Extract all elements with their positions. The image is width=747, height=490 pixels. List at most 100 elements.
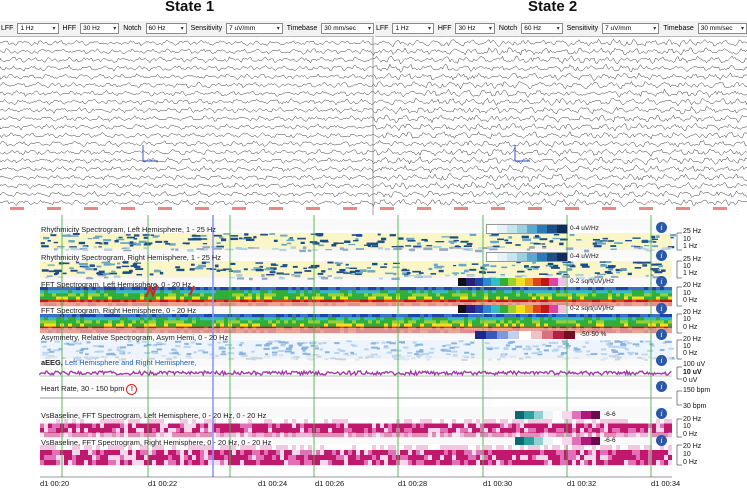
time-label: d1 00:22: [148, 479, 178, 488]
vs-right-label: VsBaseline, FFT Spectrogram, Right Hemis…: [41, 438, 272, 447]
vs-left-unit-top: 20 Hz: [683, 416, 702, 423]
chevron-down-icon: ▾: [556, 26, 560, 32]
chevron-down-icon: ▾: [113, 26, 117, 32]
rhythm-right-unit-top: 25 Hz: [683, 256, 702, 263]
fft-right-unit-mid: 10: [683, 316, 691, 323]
aeeg-unit-top: 100 uV: [683, 361, 706, 368]
fft-left-unit-top: 20 Hz: [683, 282, 702, 289]
rhythm-right-colorbar: [486, 252, 568, 262]
info-icon[interactable]: i: [656, 435, 667, 446]
notch-label: Notch: [123, 25, 142, 32]
time-label: d1 00:30: [483, 479, 513, 488]
hff-select[interactable]: 30 Hz ▾: [80, 23, 120, 34]
chevron-down-icon: ▾: [276, 26, 280, 32]
info-icon[interactable]: i: [656, 355, 667, 366]
asymmetry-unit-top: 20 Hz: [683, 336, 702, 343]
sensitivity-select[interactable]: 7 uV/mm ▾: [226, 23, 283, 34]
fft-right-label: FFT Spectrogram, Right Hemisphere, 0 - 2…: [41, 306, 197, 315]
asymmetry-scale: -50-50 %: [580, 331, 607, 338]
vs-right-unit-bottom: 0 Hz: [683, 459, 698, 466]
sensitivity-label: Sensitivity: [566, 25, 599, 32]
time-label: d1 00:28: [398, 479, 428, 488]
vs-left-label: VsBaseline, FFT Spectrogram, Left Hemisp…: [41, 411, 267, 420]
vs-left-scale: -6-6: [604, 411, 616, 418]
timebase-select[interactable]: 30 mm/sec ▾: [697, 23, 747, 34]
info-icon[interactable]: i: [656, 222, 667, 233]
eeg-waveform-panel[interactable]: [0, 37, 747, 215]
fft-left-unit-mid: 10: [683, 290, 691, 297]
alarm-icon[interactable]: !: [126, 384, 138, 395]
state-2-title: State 2: [528, 0, 578, 15]
notch-label: Notch: [498, 25, 518, 32]
fft-right-scale: 0-2 sqrt(uV)/Hz: [570, 305, 615, 312]
heart-rate-unit-bottom: 30 bpm: [683, 403, 707, 410]
rhythm-right-unit-mid: 10: [683, 263, 691, 270]
vs-left-unit-mid: 10: [683, 423, 691, 430]
filter-toolbar-left: LFF 1 Hz ▾ HFF 30 Hz ▾ Notch 60 Hz ▾ Sensit…: [0, 21, 374, 37]
heart-rate-label: Heart Rate, 30 - 150 bpm !: [41, 384, 138, 395]
vs-right-colorbar: [515, 437, 600, 445]
fft-right-unit-top: 20 Hz: [683, 309, 702, 316]
heart-rate-unit-top: 150 bpm: [683, 387, 711, 394]
vs-left-unit-bottom: 0 Hz: [683, 431, 698, 438]
info-icon[interactable]: i: [656, 250, 667, 261]
rhythm-right-label: Rhythmicity Spectrogram, Right Hemispher…: [41, 253, 221, 262]
fft-left-unit-bottom: 0 Hz: [683, 297, 698, 304]
chevron-down-icon: ▾: [653, 26, 657, 32]
chevron-down-icon: ▾: [180, 26, 184, 32]
time-label: d1 00:26: [315, 479, 345, 488]
fft-right-colorbar: [458, 305, 567, 313]
time-label: d1 00:34: [651, 479, 681, 488]
rhythm-left-label: Rhythmicity Spectrogram, Left Hemisphere…: [41, 225, 216, 234]
chevron-down-icon: ▾: [367, 26, 371, 32]
notch-select[interactable]: 60 Hz ▾: [521, 23, 563, 34]
asymmetry-unit-bottom: 0 Hz: [683, 350, 698, 357]
rhythm-left-scale: 0-4 uV/Hz: [570, 225, 599, 232]
rhythm-left-unit-mid: 10: [683, 236, 691, 243]
hff-label: HFF: [62, 25, 77, 32]
rhythm-right-scale: 0-4 uV/Hz: [570, 253, 599, 260]
timebase-label: Timebase: [286, 25, 318, 32]
lff-select[interactable]: 1 Hz ▾: [17, 23, 59, 34]
hff-select[interactable]: 30 Hz ▾: [455, 23, 495, 34]
lff-label: LFF: [1, 25, 14, 32]
fft-right-unit-bottom: 0 Hz: [683, 324, 698, 331]
chevron-down-icon: ▾: [488, 26, 492, 32]
lff-select[interactable]: 1 Hz ▾: [392, 23, 434, 34]
timebase-label: Timebase: [663, 25, 694, 32]
info-icon[interactable]: i: [656, 408, 667, 419]
info-icon[interactable]: i: [656, 381, 667, 392]
vs-right-unit-mid: 10: [683, 451, 691, 458]
rhythm-right-unit-bottom: 1 Hz: [683, 270, 698, 277]
notch-select[interactable]: 60 Hz ▾: [145, 23, 187, 34]
filter-toolbar-right: LFF 1 Hz ▾ HFF 30 Hz ▾ Notch 60 Hz ▾ Sensit…: [375, 21, 747, 37]
sensitivity-label: Sensitivity: [190, 25, 223, 32]
fft-left-colorbar: [458, 278, 567, 286]
time-label: d1 00:24: [258, 479, 288, 488]
rhythm-left-unit-bottom: 1 Hz: [683, 243, 698, 250]
aeeg-unit-mid: 10 uV: [683, 369, 702, 376]
timebase-select[interactable]: 30 mm/sec ▾: [321, 23, 374, 34]
hff-label: HFF: [437, 25, 452, 32]
asymmetry-label: Asymmetry, Relative Spectrogram, Asym He…: [41, 333, 229, 342]
fft-left-label: FFT Spectrogram, Left Hemisphere, 0 - 20…: [41, 280, 192, 289]
chevron-down-icon: ▾: [52, 26, 56, 32]
vs-right-scale: -6-6: [604, 437, 616, 444]
fft-left-scale: 0-2 sqrt(uV)/Hz: [570, 278, 615, 285]
info-icon[interactable]: i: [656, 276, 667, 287]
chevron-down-icon: ▾: [427, 26, 431, 32]
vs-left-colorbar: [515, 411, 600, 419]
vs-right-unit-top: 20 Hz: [683, 443, 702, 450]
lff-label: LFF: [376, 25, 389, 32]
state-1-title: State 1: [165, 0, 215, 15]
time-label: d1 00:20: [40, 479, 70, 488]
time-label: d1 00:32: [567, 479, 597, 488]
info-icon[interactable]: i: [656, 303, 667, 314]
aeeg-label: aEEG, Left Hemisphere and Right Hemisphe…: [41, 358, 197, 367]
asymmetry-unit-mid: 10: [683, 343, 691, 350]
rhythm-left-unit-top: 25 Hz: [683, 228, 702, 235]
trend-panel[interactable]: [0, 215, 747, 490]
info-icon[interactable]: i: [656, 329, 667, 340]
aeeg-unit-bottom: 0 uV: [683, 377, 698, 384]
sensitivity-select[interactable]: 7 uV/mm ▾: [602, 23, 660, 34]
